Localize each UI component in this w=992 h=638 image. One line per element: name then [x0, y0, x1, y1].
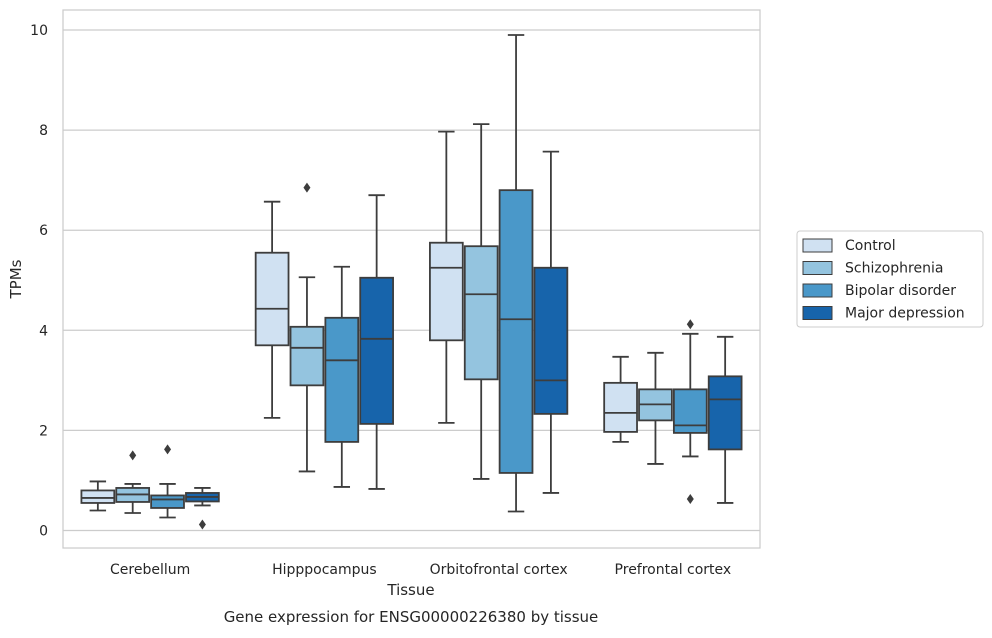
- legend-swatch: [802, 238, 833, 253]
- box-3-3: [707, 335, 743, 504]
- legend-label: Major depression: [845, 306, 965, 322]
- box-iqr: [80, 489, 116, 504]
- legend-swatch: [802, 306, 833, 320]
- outlier-point: [198, 519, 206, 530]
- box-3-1: [638, 351, 673, 465]
- grid-layer: [63, 29, 760, 532]
- legend-swatch: [802, 261, 833, 275]
- y-tick-label: 6: [39, 223, 48, 239]
- x-tick-labels: Cerebellum Hipppocampus Orbitofrontal cort…: [110, 562, 731, 578]
- x-tick-label: Orbitofrontal cortex: [430, 562, 568, 578]
- box-0-2: [150, 444, 185, 519]
- box-2-0: [429, 130, 464, 424]
- box-3-2: [672, 319, 708, 504]
- x-tick-label: Prefrontal cortex: [615, 562, 732, 578]
- legend-frame: [796, 230, 984, 328]
- chart-caption: Gene expression for ENSG00000226380 by t…: [224, 608, 599, 626]
- box-iqr: [324, 316, 360, 443]
- box-iqr: [533, 266, 569, 415]
- legend-swatch: [802, 283, 833, 298]
- box-1-3: [359, 194, 394, 490]
- y-tick-labels: 0 2 4 6 8 10: [30, 23, 48, 539]
- outlier-point: [129, 450, 137, 461]
- outlier-point: [303, 182, 311, 193]
- box-iqr: [498, 189, 534, 474]
- box-iqr: [429, 241, 464, 342]
- y-tick-label: 4: [39, 323, 48, 339]
- box-iqr: [463, 245, 499, 381]
- box-2-1: [463, 123, 499, 480]
- box-0-3: [185, 487, 220, 530]
- box-1-1: [289, 182, 325, 473]
- outlier-point: [164, 444, 172, 455]
- box-iqr: [707, 375, 743, 451]
- legend-label: Bipolar disorder: [845, 283, 956, 299]
- y-tick-label: 2: [39, 423, 48, 439]
- box-0-0: [80, 480, 116, 512]
- box-layer: [80, 34, 743, 530]
- y-tick-label: 0: [39, 523, 48, 539]
- box-2-2: [498, 34, 534, 513]
- box-iqr: [150, 494, 185, 509]
- box-0-1: [115, 450, 151, 514]
- y-tick-label: 8: [39, 123, 48, 139]
- box-iqr: [672, 388, 708, 434]
- y-tick-label: 10: [30, 23, 48, 39]
- box-iqr: [603, 381, 638, 433]
- box-3-0: [603, 355, 638, 443]
- x-axis-label: Tissue: [386, 581, 434, 599]
- x-tick-label: Hipppocampus: [272, 562, 377, 578]
- box-1-0: [254, 200, 290, 419]
- legend-label: Schizophrenia: [845, 261, 943, 277]
- plot-frame: [62, 9, 761, 549]
- box-iqr: [359, 276, 394, 425]
- legend-items: Control Schizophrenia Bipolar disorder Majo…: [802, 238, 965, 322]
- box-iqr: [254, 251, 290, 347]
- box-1-2: [324, 265, 360, 488]
- y-axis-label: TPMs: [7, 259, 25, 299]
- box-iqr: [289, 325, 325, 387]
- legend-label: Control: [845, 238, 896, 254]
- box-2-3: [533, 150, 569, 494]
- legend: Control Schizophrenia Bipolar disorder Majo…: [796, 230, 984, 328]
- outlier-point: [686, 493, 694, 504]
- x-tick-label: Cerebellum: [110, 562, 190, 578]
- outlier-point: [686, 319, 694, 330]
